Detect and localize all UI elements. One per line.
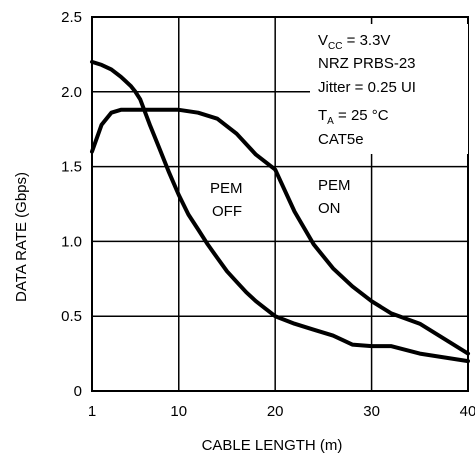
x-axis-label: CABLE LENGTH (m) [202, 437, 343, 454]
pem-off-curve [90, 59, 470, 364]
pem-on-curve [90, 107, 470, 356]
y-tick-labels: 0 0.5 1.0 1.5 2.0 2.5 [61, 9, 82, 400]
jitter-condition: Jitter = 0.25 UI [318, 79, 416, 96]
pem-off-label-line2: OFF [212, 203, 242, 220]
x-tick-label: 10 [170, 403, 187, 420]
x-tick-label: 1 [88, 403, 96, 420]
x-tick-label: 20 [267, 403, 284, 420]
y-tick-label: 1.0 [61, 233, 82, 250]
y-axis-label: DATA RATE (Gbps) [13, 172, 30, 302]
pattern-condition: NRZ PRBS-23 [318, 55, 416, 72]
y-tick-label: 2.5 [61, 9, 82, 26]
test-conditions-annotation: VCC = 3.3V NRZ PRBS-23 Jitter = 0.25 UI … [318, 32, 416, 148]
x-tick-labels: 1 10 20 30 40 [88, 403, 475, 420]
vcc-condition: VCC = 3.3V [318, 32, 390, 52]
pem-on-label: PEM ON [318, 177, 351, 217]
pem-on-label-line1: PEM [318, 177, 351, 194]
x-tick-label: 30 [363, 403, 380, 420]
pem-on-label-line2: ON [318, 200, 341, 217]
y-tick-label: 0.5 [61, 308, 82, 325]
pem-off-label-line1: PEM [210, 180, 243, 197]
annotation-background [310, 24, 468, 154]
plot-frame [91, 16, 469, 392]
pem-off-label: PEM OFF [210, 180, 243, 220]
x-tick-label: 40 [460, 403, 475, 420]
temperature-condition: TA = 25 °C [318, 107, 389, 127]
curves [90, 59, 470, 364]
y-tick-label: 2.0 [61, 84, 82, 101]
y-tick-label: 0 [74, 383, 82, 400]
cable-condition: CAT5e [318, 131, 364, 148]
y-tick-label: 1.5 [61, 159, 82, 176]
